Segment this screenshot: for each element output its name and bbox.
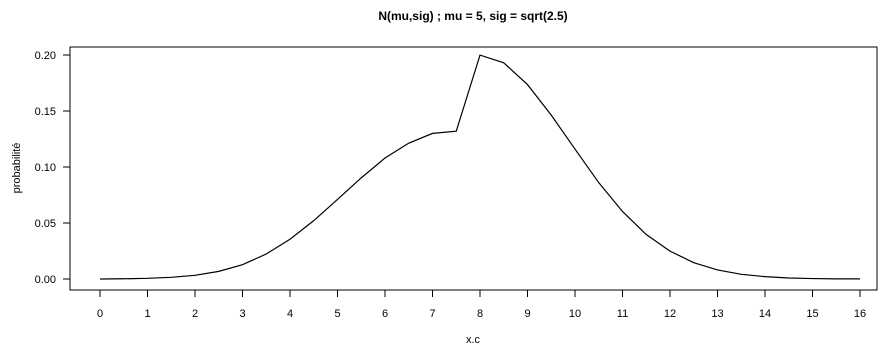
x-axis: 0 1 2 3 4 5 6 7 8 9 10 11 12 13 14 15 16 [97,290,866,320]
x-tick-label: 14 [759,308,771,320]
y-tick-label: 0.05 [35,218,56,230]
x-tick-label: 5 [334,308,340,320]
plot-box [69,46,878,291]
y-axis: 0.00 0.05 0.10 0.15 0.20 [35,50,70,286]
y-tick-label: 0.20 [35,50,56,62]
x-tick-label: 10 [569,308,581,320]
x-tick-label: 11 [617,308,628,320]
chart-title: N(mu,sig) ; mu = 5, sig = sqrt(2.5) [378,9,567,23]
x-tick-label: 3 [239,308,245,320]
y-tick-label: 0.00 [35,274,56,286]
x-tick-label: 13 [711,308,723,320]
x-tick-label: 16 [854,308,866,320]
y-axis-label: probabilité [11,143,23,194]
x-tick-label: 9 [524,308,530,320]
x-tick-label: 6 [382,308,388,320]
x-tick-label: 0 [97,308,103,320]
x-tick-label: 1 [144,308,150,320]
x-tick-label: 2 [192,308,198,320]
y-tick-label: 0.10 [35,162,56,174]
x-tick-label: 7 [429,308,435,320]
x-axis-label: x.c [466,334,481,346]
density-curve [99,54,860,280]
x-tick-label: 8 [477,308,483,320]
x-tick-label: 15 [806,308,818,320]
x-tick-label: 4 [287,308,293,320]
x-tick-label: 12 [664,308,676,320]
y-tick-label: 0.15 [35,106,56,118]
